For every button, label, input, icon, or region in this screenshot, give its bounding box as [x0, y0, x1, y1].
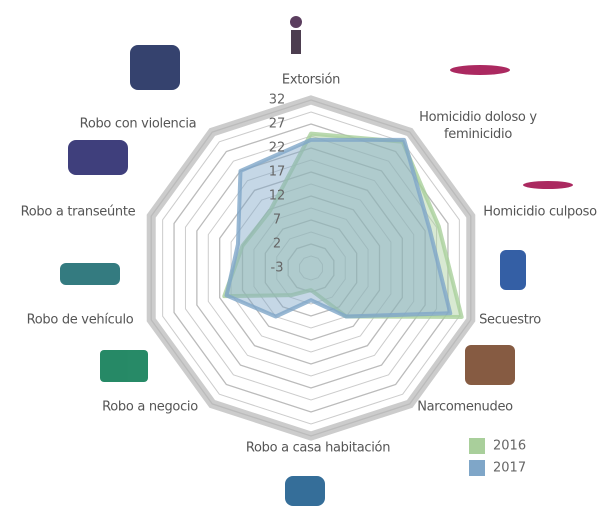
axis-label: Robo a negocio: [102, 399, 198, 415]
icon: [100, 350, 148, 382]
axis-label: Extorsión: [281, 72, 341, 88]
icon: [450, 65, 510, 75]
axis-label: Robo a casa habitación: [245, 440, 391, 456]
icon: [285, 476, 325, 506]
grid-ring: [264, 219, 358, 317]
icons: [60, 16, 573, 506]
axis-label: Homicidio doloso y feminicidio: [419, 110, 537, 142]
axis-label: Robo con violencia: [79, 116, 197, 132]
icon: [68, 140, 128, 175]
tick-label: 12: [269, 189, 286, 204]
grid-ring-minor: [299, 255, 323, 281]
grid-ring-minor: [230, 183, 392, 353]
icon: [291, 30, 301, 54]
icon: [500, 250, 526, 290]
grid-ring: [219, 171, 403, 365]
grid-ring-minor: [276, 231, 346, 305]
axis-label: Secuestro: [479, 312, 541, 328]
icon: [130, 45, 180, 90]
icon: [523, 181, 573, 189]
tick-label: 2: [273, 237, 281, 252]
grid-ring-minor: [162, 111, 460, 425]
tick-label: 22: [269, 141, 286, 156]
grid-ring: [196, 147, 426, 389]
icon: [60, 263, 120, 285]
grid-ring-minor: [207, 159, 415, 377]
tick-label: 32: [269, 93, 286, 108]
legend-swatch: [469, 460, 485, 476]
tick-label: 17: [269, 165, 286, 180]
legend-swatch: [469, 438, 485, 454]
grid-ring-minor: [184, 135, 438, 401]
axis-label: Narcomenudeo: [417, 399, 513, 415]
tick-label: 7: [273, 213, 281, 228]
tick-label: 27: [269, 117, 286, 132]
legend-label: 2017: [493, 461, 526, 476]
icon: [465, 345, 515, 385]
series-area: [222, 131, 464, 319]
axis-label: Homicidio culposo: [483, 204, 597, 220]
axis-label: Robo a transeúnte: [20, 204, 136, 220]
icon: [290, 16, 302, 28]
tick-label: -3: [271, 261, 284, 276]
legend-label: 2016: [493, 439, 526, 454]
series-area: [224, 137, 453, 319]
grid-ring-minor: [253, 207, 369, 329]
grid-ring: [150, 99, 472, 437]
grid-ring: [173, 123, 449, 413]
axis-label: Robo de vehículo: [26, 312, 134, 328]
